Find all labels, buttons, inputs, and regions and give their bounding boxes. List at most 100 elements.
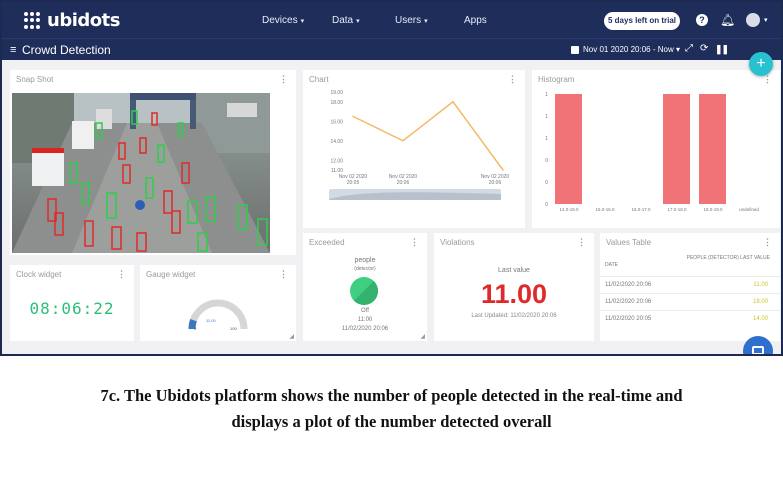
avatar[interactable] bbox=[746, 13, 760, 27]
widget-menu-icon[interactable]: ⋮ bbox=[410, 237, 419, 247]
date-range-picker[interactable]: Nov 01 2020 20:06 - Now ▾ bbox=[583, 45, 680, 54]
widget-menu-icon[interactable]: ⋮ bbox=[763, 74, 772, 84]
bell-icon[interactable]: 🔔︎ bbox=[720, 13, 736, 27]
last-updated-text: Last Updated: 11/02/2020 20:06 bbox=[471, 313, 557, 319]
data-point bbox=[502, 169, 504, 171]
x-tick-label: 16.0-17.0 bbox=[631, 207, 651, 212]
gauge-min: 0 bbox=[194, 326, 197, 331]
widget-title: Clock widget bbox=[16, 270, 62, 279]
nav-data-label: Data bbox=[332, 15, 354, 26]
row-value: 18.00 bbox=[752, 299, 768, 305]
chevron-down-icon: ▾ bbox=[424, 18, 428, 25]
chevron-down-icon: ▾ bbox=[300, 18, 305, 25]
gauge-widget: Gauge widget ⋮ 0 11.00 100 ◢ bbox=[140, 265, 296, 341]
table-row[interactable]: 11/02/2020 20:05 14.00 bbox=[600, 310, 780, 327]
nav-devices[interactable]: Devices ▾ bbox=[262, 15, 304, 26]
row-value: 11.00 bbox=[753, 282, 768, 288]
dashboard-title[interactable]: Crowd Detection bbox=[22, 43, 111, 57]
resize-handle-icon[interactable]: ◢ bbox=[289, 334, 294, 340]
data-point bbox=[452, 100, 454, 103]
widget-menu-icon[interactable]: ⋮ bbox=[763, 237, 772, 247]
widget-menu-icon[interactable]: ⋮ bbox=[279, 74, 288, 84]
indicator-state: Off bbox=[361, 308, 369, 314]
widget-title: Violations bbox=[440, 238, 475, 247]
exceeded-widget: Exceeded ⋮ people (detector) Off 11:00 1… bbox=[303, 233, 427, 341]
gauge-value: 11.00 bbox=[206, 318, 216, 323]
values-table-widget: Values Table ⋮ DATE PEOPLE (DETECTOR) LA… bbox=[600, 233, 780, 341]
chevron-down-icon[interactable]: ▾ bbox=[764, 17, 768, 24]
trial-badge[interactable]: 5 days left on trial bbox=[604, 12, 680, 30]
y-tick-label: 0 bbox=[545, 180, 548, 186]
y-tick-label: 1 bbox=[545, 92, 548, 98]
nav-users-label: Users bbox=[395, 15, 422, 26]
table-row[interactable]: 11/02/2020 20:06 18.00 bbox=[600, 293, 780, 310]
x-tick-label: Nov 02 2020 bbox=[481, 174, 510, 180]
widget-title: Chart bbox=[309, 75, 329, 84]
y-tick-label: 11.00 bbox=[331, 168, 343, 174]
widget-title: Values Table bbox=[606, 238, 652, 247]
x-tick-label: 15.0-16.0 bbox=[595, 207, 615, 212]
x-tick-label-line2: 20:06 bbox=[397, 180, 410, 186]
gauge-fill bbox=[188, 319, 197, 330]
caption-line-1: 7c. The Ubidots platform shows the numbe… bbox=[100, 386, 683, 405]
x-tick-label-line2: 20:06 bbox=[489, 180, 502, 186]
menu-icon[interactable]: ≡ bbox=[10, 44, 17, 56]
data-point bbox=[352, 115, 354, 118]
y-tick-label: 0 bbox=[545, 158, 548, 164]
snapshot-widget: Snap Shot ⋮ bbox=[10, 70, 296, 255]
y-tick-label: 0 bbox=[545, 202, 548, 208]
x-tick-label: Nov 02 2020 bbox=[389, 174, 418, 180]
metric-label: Last value bbox=[498, 267, 530, 274]
column-header-date: DATE bbox=[605, 262, 618, 268]
y-tick-label: 12.00 bbox=[330, 158, 343, 164]
x-tick-label: Nov 02 2020 bbox=[339, 174, 368, 180]
y-tick-label: 16.00 bbox=[330, 119, 343, 125]
chevron-down-icon: ▾ bbox=[356, 18, 360, 25]
ubidots-logo[interactable]: ubidots bbox=[24, 10, 120, 31]
gauge-dial bbox=[188, 299, 248, 330]
widget-menu-icon[interactable]: ⋮ bbox=[577, 237, 586, 247]
status-indicator[interactable] bbox=[350, 277, 378, 305]
add-widget-button[interactable]: + bbox=[749, 52, 773, 76]
help-icon[interactable]: ? bbox=[696, 14, 708, 26]
nav-users[interactable]: Users ▾ bbox=[395, 15, 428, 26]
widget-menu-icon[interactable]: ⋮ bbox=[117, 269, 126, 279]
clock-widget: Clock widget ⋮ 08:06:22 bbox=[10, 265, 134, 341]
calendar-icon[interactable] bbox=[571, 46, 579, 54]
figure-caption: 7c. The Ubidots platform shows the numbe… bbox=[0, 383, 783, 435]
x-tick-label-line2: 20:05 bbox=[347, 180, 360, 186]
data-point bbox=[402, 139, 404, 142]
widget-title: Histogram bbox=[538, 75, 575, 84]
column-header-value: PEOPLE (DETECTOR) LAST VALUE bbox=[686, 255, 770, 261]
caption-line-2: displays a plot of the number detected o… bbox=[231, 412, 552, 431]
chat-icon bbox=[752, 346, 764, 354]
dashboard-screenshot: ubidots Devices ▾ Data ▾ Users ▾ Apps 5 day… bbox=[0, 0, 783, 356]
pause-icon[interactable]: ❚❚ bbox=[715, 44, 729, 54]
top-navbar: ubidots Devices ▾ Data ▾ Users ▾ Apps 5 day… bbox=[2, 2, 781, 38]
chart-widget: Chart ⋮ 11.00 12.00 14.00 16.00 18.00 19.00 No… bbox=[303, 70, 525, 228]
clock-time: 08:06:22 bbox=[29, 299, 115, 318]
table-row[interactable]: 11/02/2020 20:06 11.00 bbox=[600, 276, 780, 293]
nav-apps[interactable]: Apps bbox=[464, 15, 487, 26]
brand-name: ubidots bbox=[47, 10, 120, 31]
camera-snapshot-image bbox=[12, 93, 270, 253]
widget-menu-icon[interactable]: ⋮ bbox=[279, 269, 288, 279]
chat-support-button[interactable] bbox=[743, 336, 773, 354]
y-tick-label: 1 bbox=[545, 114, 548, 120]
expand-icon[interactable]: ⤢ bbox=[685, 43, 693, 54]
y-tick-label: 1 bbox=[545, 136, 548, 142]
line-chart: 11.00 12.00 14.00 16.00 18.00 19.00 Nov 02 202… bbox=[329, 90, 510, 200]
gauge-track bbox=[188, 299, 248, 330]
violations-widget: Violations ⋮ Last value 11.00 Last Updat… bbox=[434, 233, 594, 341]
dashboard-bar: ≡ Crowd Detection Nov 01 2020 20:06 - No… bbox=[2, 38, 781, 60]
nav-data[interactable]: Data ▾ bbox=[332, 15, 360, 26]
widget-menu-icon[interactable]: ⋮ bbox=[508, 74, 517, 84]
row-date: 11/02/2020 20:06 bbox=[605, 282, 652, 288]
x-tick-label: 18.0-19.0 bbox=[703, 207, 723, 212]
nav-devices-label: Devices bbox=[262, 15, 298, 26]
refresh-icon[interactable]: ⟳ bbox=[700, 43, 709, 54]
logo-dots-icon bbox=[24, 11, 42, 30]
indicator-time: 11:00 bbox=[357, 317, 373, 323]
widget-title: Exceeded bbox=[309, 238, 345, 247]
resize-handle-icon[interactable]: ◢ bbox=[420, 334, 425, 340]
